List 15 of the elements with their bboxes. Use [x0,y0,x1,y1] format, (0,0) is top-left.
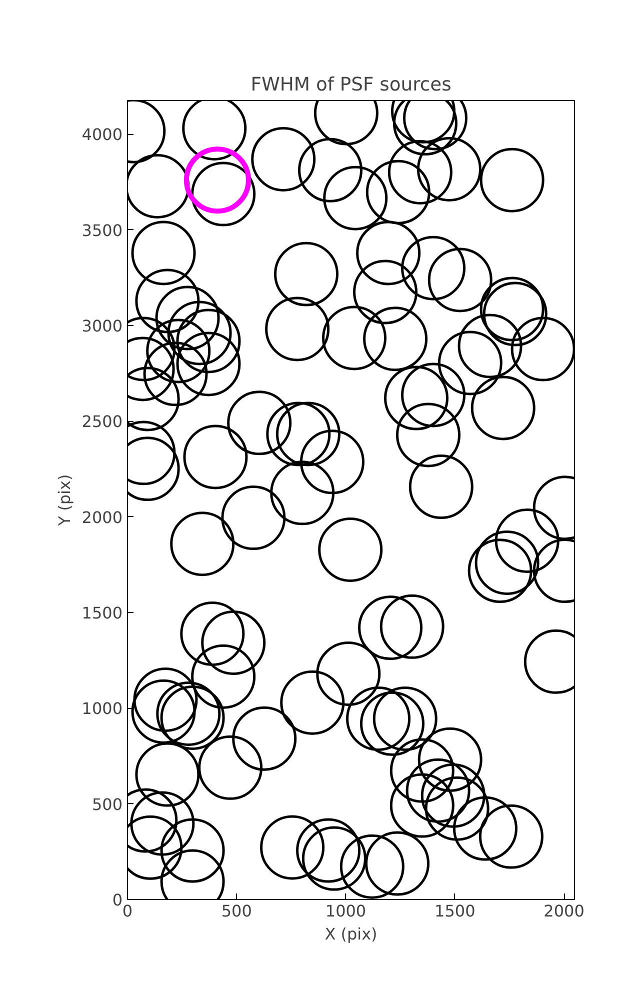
y-axis-title: Y (pix) [54,474,74,527]
y-tick-label: 3000 [82,316,122,336]
x-tick-label: 1000 [325,902,366,920]
y-tick-label: 1000 [82,699,122,718]
y-tick-label: 2500 [82,412,122,432]
y-tick-label: 1500 [82,604,122,623]
x-tick-label: 1500 [434,902,476,920]
y-tick-label: 500 [92,794,123,814]
y-tick-label: 2000 [82,508,122,527]
x-tick-label: 500 [221,902,252,920]
y-tick-label: 4000 [82,125,122,144]
y-tick-label: 3500 [82,220,122,240]
chart-title: FWHM of PSF sources [250,74,452,96]
x-axis-title: X (pix) [324,924,378,944]
x-tick-label: 2000 [544,902,584,920]
